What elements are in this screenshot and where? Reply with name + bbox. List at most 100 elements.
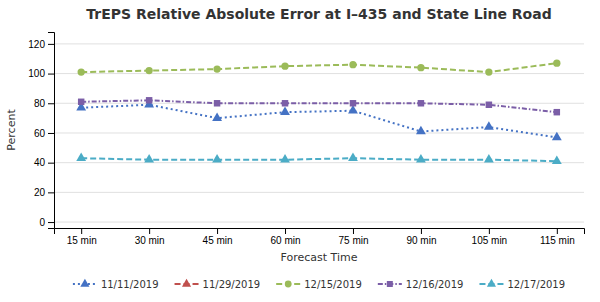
x-tick-mark — [285, 228, 286, 234]
x-tick-mark — [557, 228, 558, 234]
point — [350, 100, 356, 106]
x-tick: 60 min — [271, 228, 301, 246]
x-tick-label: 30 min — [135, 235, 165, 246]
point — [552, 155, 562, 164]
point — [486, 102, 492, 108]
point — [416, 154, 426, 163]
point — [552, 132, 562, 141]
x-tick-mark — [421, 228, 422, 234]
legend-item: 12/16/2019 — [378, 279, 464, 290]
point — [348, 153, 358, 162]
legend-label: 11/11/2019 — [101, 279, 159, 290]
grid-line — [54, 103, 584, 104]
series — [78, 60, 561, 76]
y-tick-label: 40 — [34, 157, 46, 168]
marks — [76, 60, 561, 164]
point — [78, 99, 84, 105]
y-tick: 20 — [34, 187, 54, 198]
legend-marker — [285, 281, 292, 288]
point — [485, 68, 492, 75]
point — [553, 60, 560, 67]
legend-marker — [387, 281, 393, 287]
grid-line — [54, 132, 584, 133]
point — [484, 121, 494, 130]
x-axis-line — [55, 229, 585, 235]
point — [76, 153, 86, 162]
x-tick: 45 min — [203, 228, 233, 246]
x-tick: 30 min — [135, 228, 165, 246]
y-tick-label: 120 — [28, 39, 45, 50]
point — [212, 154, 222, 163]
series — [76, 153, 561, 164]
point — [554, 109, 560, 115]
x-tick-mark — [217, 228, 218, 234]
point — [214, 100, 220, 106]
legend-marker — [80, 279, 89, 287]
point — [282, 100, 288, 106]
line — [81, 105, 557, 138]
grid-line — [54, 73, 584, 74]
y-axis-line — [48, 33, 55, 229]
x-tick: 15 min — [67, 228, 97, 246]
grid-line — [54, 162, 584, 163]
y-tick: 60 — [34, 128, 54, 139]
x-tick-label: 60 min — [271, 235, 301, 246]
y-tick: 120 — [28, 39, 54, 50]
legend-item: 11/29/2019 — [175, 279, 261, 290]
y-tick-mark — [48, 133, 54, 134]
x-tick: 90 min — [406, 228, 436, 246]
legend-label: 11/29/2019 — [203, 279, 261, 290]
legend: 11/11/2019 11/29/2019 12/15/2019 12/16/2019… — [73, 279, 565, 290]
legend-marker — [182, 279, 191, 287]
point — [417, 64, 424, 71]
x-axis-title: Forecast Time — [281, 251, 358, 264]
x-tick-label: 90 min — [406, 235, 436, 246]
x-tick-mark — [149, 228, 150, 234]
grid — [54, 44, 584, 222]
legend-label: 12/17/2019 — [507, 279, 565, 290]
line — [81, 100, 557, 112]
point — [280, 106, 290, 115]
chart: 0 20 40 60 80 100 120 15 min 30 min 45 min 60 min 7… — [0, 0, 600, 302]
y-tick-label: 60 — [34, 128, 46, 139]
y-tick-mark — [48, 103, 54, 104]
y-tick-mark — [48, 222, 54, 223]
point — [213, 65, 220, 72]
series — [76, 99, 561, 140]
y-tick-label: 20 — [34, 187, 46, 198]
x-tick-mark — [81, 228, 82, 234]
point — [349, 61, 356, 68]
legend-item: 12/15/2019 — [276, 279, 362, 290]
legend-label: 12/15/2019 — [304, 279, 362, 290]
y-tick-mark — [48, 74, 54, 75]
legend-item: 12/17/2019 — [479, 279, 565, 290]
x-tick: 105 min — [472, 228, 508, 246]
x-tick-mark — [489, 228, 490, 234]
y-tick: 100 — [28, 68, 54, 79]
grid-line — [54, 192, 584, 193]
y-tick-label: 0 — [39, 217, 45, 228]
y-tick: 0 — [39, 217, 54, 228]
y-tick-label: 100 — [28, 68, 45, 79]
x-tick-label: 105 min — [472, 235, 508, 246]
x-axis: 15 min 30 min 45 min 60 min 75 min 90 min 105 … — [55, 228, 585, 246]
grid-line — [54, 222, 584, 223]
legend-marker — [487, 279, 496, 287]
y-axis-title: Percent — [5, 109, 18, 151]
point — [281, 62, 288, 69]
x-tick: 75 min — [338, 228, 368, 246]
x-tick-label: 15 min — [67, 235, 97, 246]
y-tick-mark — [48, 163, 54, 164]
point — [144, 154, 154, 163]
x-tick: 115 min — [540, 228, 575, 246]
legend-label: 12/16/2019 — [406, 279, 464, 290]
title: TrEPS Relative Absolute Error at I–435 a… — [86, 6, 551, 22]
y-axis: 0 20 40 60 80 100 120 — [28, 33, 54, 229]
plot: 0 20 40 60 80 100 120 15 min 30 min 45 min 60 min 7… — [28, 33, 584, 247]
x-tick-label: 115 min — [540, 235, 575, 246]
x-tick-label: 45 min — [203, 235, 233, 246]
point — [418, 100, 424, 106]
point — [145, 67, 152, 74]
y-tick: 80 — [34, 98, 54, 109]
background — [0, 0, 600, 302]
